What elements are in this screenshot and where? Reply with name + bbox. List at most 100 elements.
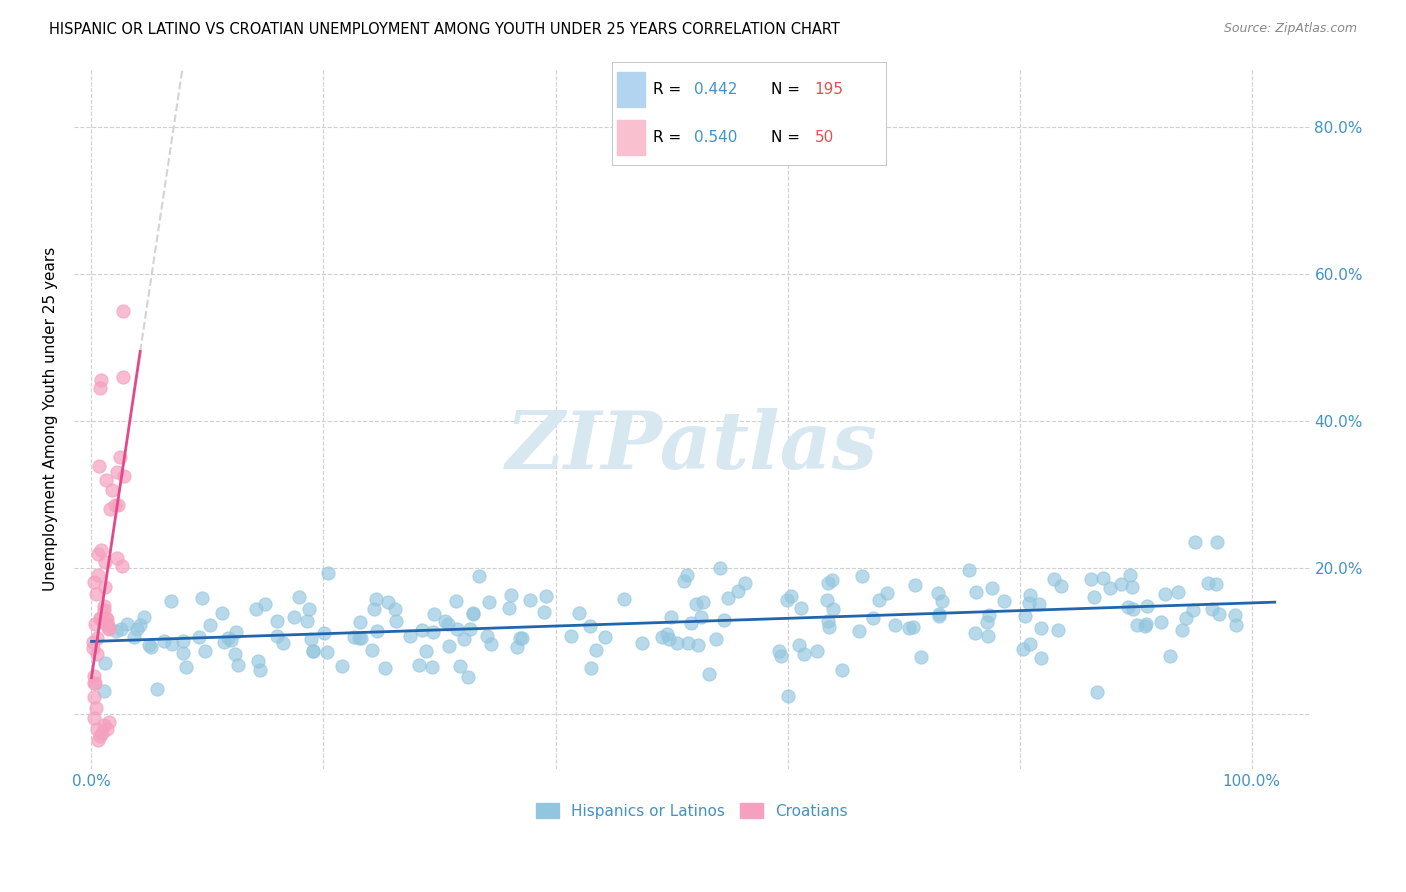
Point <box>112 369 135 384</box>
Point <box>83 669 105 683</box>
Point <box>93 684 115 698</box>
Point <box>957 563 980 577</box>
Point <box>415 644 437 658</box>
Point <box>283 610 305 624</box>
Point <box>287 591 309 605</box>
Point <box>928 607 950 621</box>
Point <box>910 650 932 665</box>
Point <box>97 623 120 637</box>
Point <box>1050 579 1073 593</box>
Point <box>981 581 1004 595</box>
Point <box>225 625 247 640</box>
Point <box>679 616 702 631</box>
Point <box>89 611 111 625</box>
Point <box>499 587 522 601</box>
Point <box>399 629 422 643</box>
Point <box>1201 601 1223 615</box>
Point <box>817 615 839 629</box>
Point <box>253 597 276 611</box>
Point <box>217 631 239 645</box>
Point <box>87 458 110 473</box>
Point <box>1080 572 1102 586</box>
Point <box>89 611 111 625</box>
Point <box>1085 685 1108 699</box>
Point <box>437 617 460 632</box>
Point <box>651 630 673 644</box>
Bar <box>617 120 644 155</box>
Point <box>666 636 689 650</box>
Point <box>93 615 115 629</box>
Point <box>817 620 839 634</box>
Point <box>125 622 148 636</box>
Point <box>128 618 150 632</box>
Point <box>82 641 104 656</box>
Point <box>97 621 120 635</box>
Point <box>976 629 998 643</box>
Point <box>790 601 813 615</box>
Point <box>1208 607 1230 621</box>
Text: N =: N = <box>770 130 804 145</box>
Point <box>86 722 108 736</box>
Point <box>831 664 853 678</box>
Point <box>965 585 987 599</box>
Point <box>1159 648 1181 663</box>
Point <box>631 635 654 649</box>
Point <box>862 611 884 625</box>
Point <box>1205 577 1227 591</box>
Point <box>97 617 120 632</box>
Point <box>1031 651 1053 665</box>
Point <box>1122 602 1144 616</box>
Text: N =: N = <box>770 81 804 96</box>
Point <box>883 618 905 632</box>
Point <box>1029 621 1052 635</box>
Point <box>266 629 288 643</box>
Point <box>613 591 636 606</box>
Point <box>299 632 322 646</box>
Point <box>510 631 533 645</box>
Point <box>498 601 520 615</box>
Point <box>84 587 107 601</box>
Point <box>658 632 681 646</box>
Point <box>350 632 373 646</box>
Point <box>1116 600 1139 615</box>
Point <box>444 594 467 608</box>
Point <box>214 634 236 648</box>
Point <box>224 647 246 661</box>
Point <box>449 659 471 673</box>
Point <box>172 646 194 660</box>
Point <box>343 630 366 644</box>
Point <box>134 610 156 624</box>
Point <box>519 593 541 607</box>
Point <box>93 603 115 617</box>
Point <box>1098 582 1121 596</box>
Point <box>903 578 925 592</box>
Point <box>301 644 323 658</box>
Point <box>211 606 233 620</box>
Point <box>87 567 110 582</box>
Point <box>110 623 132 637</box>
Y-axis label: Unemployment Among Youth under 25 years: Unemployment Among Youth under 25 years <box>44 247 58 591</box>
Point <box>247 654 270 668</box>
Point <box>1047 623 1070 637</box>
Point <box>787 638 810 652</box>
Point <box>815 592 838 607</box>
Point <box>1205 534 1227 549</box>
Point <box>97 714 120 729</box>
Point <box>1018 596 1040 610</box>
Point <box>478 595 501 609</box>
Point <box>98 501 121 516</box>
Point <box>560 629 582 643</box>
Point <box>198 618 221 632</box>
Point <box>112 468 135 483</box>
Point <box>105 465 128 479</box>
Point <box>534 589 557 603</box>
Point <box>1174 611 1197 625</box>
Point <box>315 645 337 659</box>
Text: R =: R = <box>652 81 686 96</box>
Point <box>1153 587 1175 601</box>
Point <box>1133 619 1156 633</box>
Point <box>312 626 335 640</box>
Point <box>468 568 491 582</box>
Point <box>692 595 714 609</box>
Point <box>704 632 727 647</box>
